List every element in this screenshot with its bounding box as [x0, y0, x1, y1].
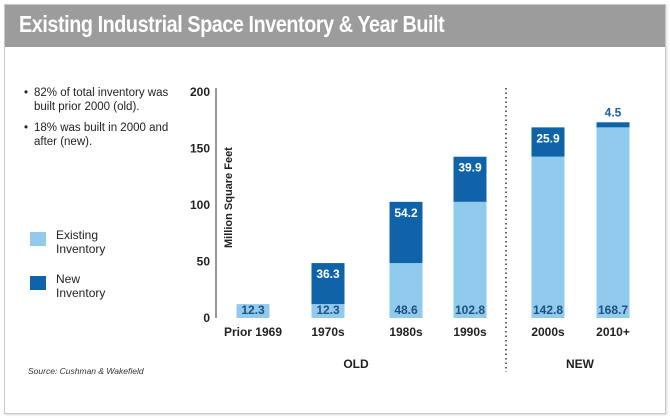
note-old: 82% of total inventory was built prior 2…	[24, 86, 184, 114]
value-label-existing-2000s: 142.8	[533, 303, 563, 317]
bar-existing-2010-	[596, 127, 630, 318]
legend-label-new: New Inventory	[56, 272, 106, 300]
bar-existing-prior-1969	[236, 304, 270, 318]
x-tick-label-1990s: 1990s	[453, 325, 487, 339]
group-label-old: OLD	[343, 357, 369, 371]
source-note: Source: Cushman & Wakefield	[28, 366, 144, 376]
legend-label-existing: Existing Inventory	[56, 228, 106, 256]
value-label-new-1980s: 54.2	[394, 206, 418, 220]
value-label-existing-1990s: 102.8	[455, 303, 485, 317]
bar-new-1990s	[453, 156, 487, 202]
x-tick-label-1980s: 1980s	[389, 325, 423, 339]
value-label-existing-2010-: 168.7	[598, 303, 628, 317]
chart-title: Existing Industrial Space Inventory & Ye…	[19, 11, 445, 37]
bar-new-2010-	[596, 122, 630, 128]
x-tick-label-prior-1969: Prior 1969	[224, 325, 282, 339]
y-tick-label-50: 50	[197, 255, 211, 269]
legend-swatch-existing	[30, 232, 46, 246]
value-label-existing-1970s: 12.3	[316, 303, 340, 317]
group-label-new: NEW	[566, 357, 595, 371]
value-label-existing-1980s: 48.6	[394, 303, 418, 317]
bar-existing-2000s	[531, 156, 565, 318]
bar-existing-1970s	[311, 304, 345, 318]
value-label-existing-prior-1969: 12.3	[241, 303, 265, 317]
note-new: 18% was built in 2000 and after (new).	[24, 121, 184, 149]
x-tick-label-1970s: 1970s	[311, 325, 345, 339]
value-label-new-1990s: 39.9	[458, 161, 482, 175]
bar-new-1970s	[311, 263, 345, 305]
notes-panel: 82% of total inventory was built prior 2…	[24, 86, 184, 156]
bar-new-1980s	[389, 201, 423, 264]
bar-existing-1990s	[453, 201, 487, 318]
value-label-new-1970s: 36.3	[316, 267, 340, 281]
title-bar: Existing Industrial Space Inventory & Ye…	[5, 5, 665, 47]
bar-existing-1980s	[389, 263, 423, 318]
legend-swatch-new	[30, 276, 46, 290]
value-label-new-2000s: 25.9	[536, 131, 560, 145]
y-axis-label: Million Square Feet	[223, 147, 235, 248]
bar-new-2000s	[531, 127, 565, 157]
x-tick-label-2000s: 2000s	[531, 325, 565, 339]
y-tick-label-100: 100	[190, 198, 210, 212]
x-tick-label-2010-: 2010+	[596, 325, 630, 339]
value-label-new-2010-: 4.5	[605, 105, 622, 119]
y-tick-label-0: 0	[203, 311, 210, 325]
y-tick-label-150: 150	[190, 142, 210, 156]
y-tick-label-200: 200	[190, 85, 210, 99]
